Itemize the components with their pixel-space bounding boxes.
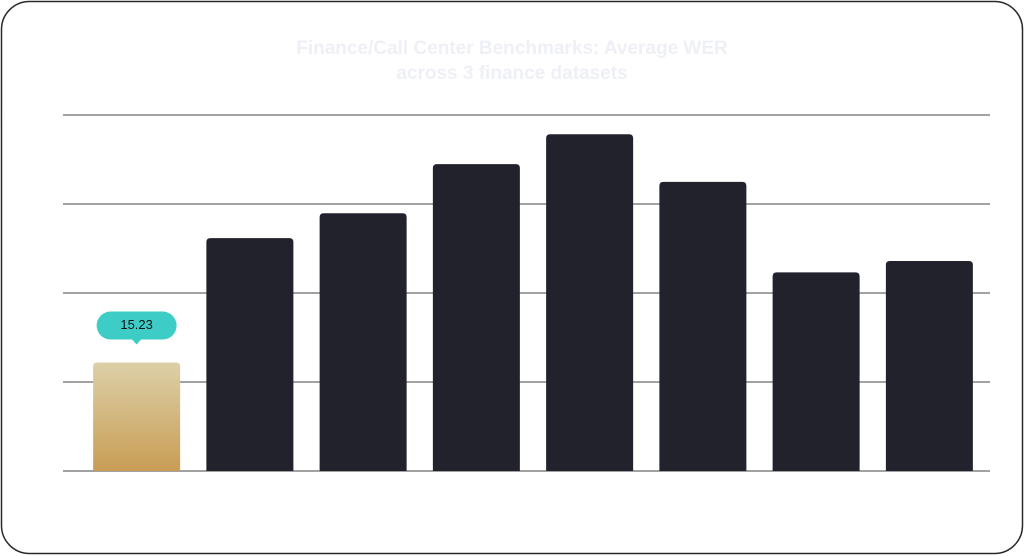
value-label-pointer	[131, 339, 142, 345]
chart-title: Finance/Call Center Benchmarks: Average …	[296, 38, 728, 84]
bar	[659, 181, 747, 472]
bar	[93, 362, 181, 471]
bar	[319, 213, 407, 472]
bar	[772, 272, 860, 471]
bar	[546, 134, 634, 471]
value-label-bg	[96, 311, 177, 340]
value-label: 15.23	[120, 317, 153, 332]
bar	[432, 164, 520, 472]
bar	[206, 238, 294, 471]
bar	[885, 260, 973, 471]
